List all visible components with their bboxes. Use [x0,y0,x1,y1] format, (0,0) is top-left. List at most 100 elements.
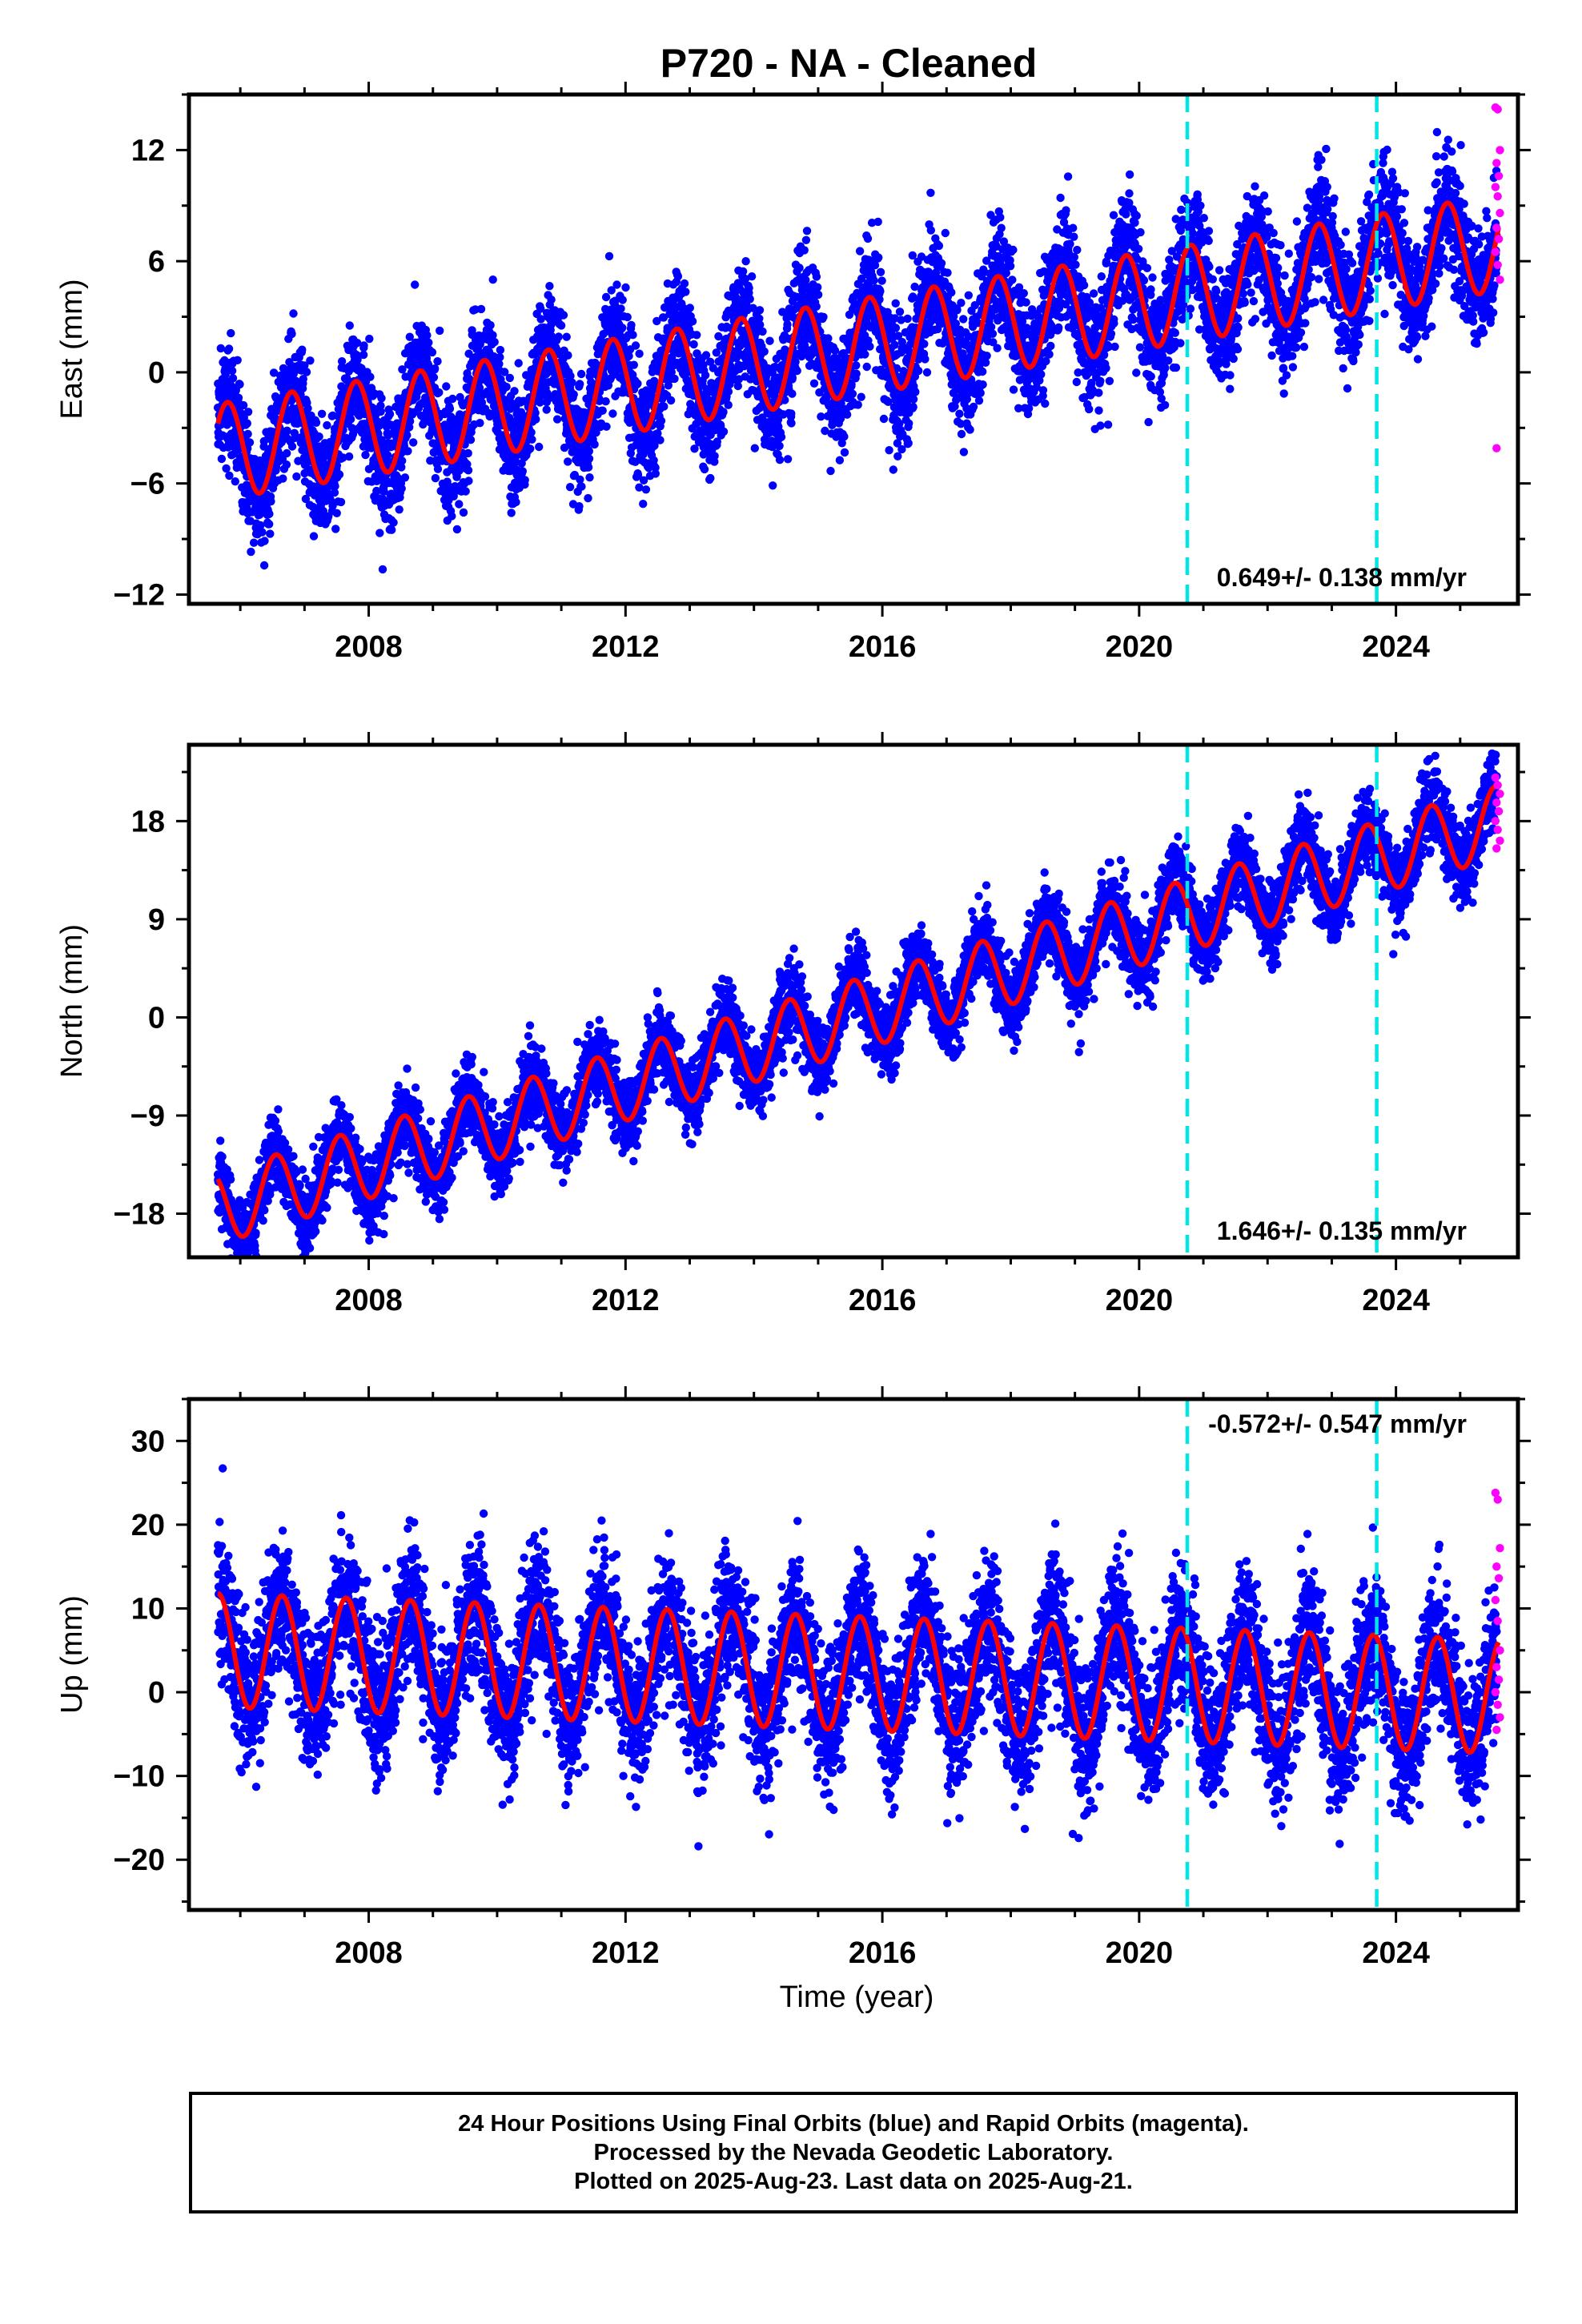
east-final-orbit-point [435,388,443,396]
east-final-orbit-point [279,474,287,482]
east-final-orbit-point [938,259,946,267]
east-final-orbit-point [460,509,468,517]
east-final-orbit-point [624,313,632,321]
east-final-orbit-point [719,408,727,416]
east-final-orbit-point [1046,342,1054,350]
east-final-orbit-point [775,442,783,450]
east-final-orbit-point [430,373,438,381]
east-final-orbit-point [681,279,689,287]
east-final-orbit-point [739,267,747,275]
east-final-orbit-point [250,539,258,547]
east-final-orbit-point [756,306,764,314]
east-final-orbit-point [576,380,584,388]
east-final-orbit-point [959,315,967,323]
east-final-orbit-point [957,299,965,307]
east-final-orbit-point [442,382,450,390]
east-final-orbit-point [656,436,664,444]
east-final-orbit-point [489,275,497,283]
east-final-orbit-point [496,353,504,361]
east-final-orbit-point [689,317,697,325]
east-final-orbit-point [628,331,636,339]
east-final-orbit-point [880,415,888,423]
east-final-orbit-point [889,465,897,473]
east-final-orbit-point [998,224,1006,232]
east-final-orbit-point [431,364,439,372]
east-final-orbit-point [557,321,565,329]
east-final-orbit-point [267,497,275,505]
east-final-orbit-point [464,466,472,474]
east-final-orbit-point [960,448,968,456]
east-final-orbit-point [235,394,243,402]
east-final-orbit-point [909,403,917,411]
east-final-orbit-point [453,525,461,533]
east-final-orbit-point [681,287,689,296]
east-final-orbit-point [585,447,593,455]
east-final-orbit-point [824,334,832,342]
east-final-orbit-point [288,442,296,450]
east-final-orbit-point [1037,370,1045,378]
east-final-orbit-point [576,476,584,484]
east-final-orbit-points [214,128,1501,573]
east-final-orbit-point [547,296,555,304]
east-final-orbit-point [909,395,917,403]
east-final-orbit-point [935,242,943,250]
east-final-orbit-point [826,467,834,475]
east-final-orbit-point [784,455,792,463]
east-final-orbit-point [1062,206,1070,214]
east-final-orbit-point [1041,400,1049,408]
east-final-orbit-point [225,344,233,352]
east-final-orbit-point [602,293,610,301]
east-final-orbit-point [896,308,904,316]
east-final-orbit-point [788,390,796,398]
east-final-orbit-point [411,280,419,288]
east-final-orbit-point [283,449,291,457]
east-final-orbit-point [512,498,520,506]
east-final-orbit-point [359,351,367,359]
east-final-orbit-point [639,500,647,508]
east-final-orbit-point [260,561,268,569]
east-final-orbit-point [333,509,341,517]
east-final-orbit-point [283,460,291,468]
east-final-orbit-point [323,421,331,429]
east-final-orbit-point [377,394,385,402]
east-final-orbit-point [921,355,929,363]
east-final-orbit-point [476,419,484,427]
east-final-orbit-point [462,487,470,495]
east-final-orbit-point [398,485,406,493]
east-final-orbit-point [1010,385,1018,393]
east-final-orbit-point [1064,172,1072,180]
east-final-orbit-point [584,494,592,502]
east-final-orbit-point [819,313,827,321]
east-final-orbit-point [975,396,983,404]
east-final-orbit-point [725,401,733,409]
east-final-orbit-point [686,304,694,312]
east-final-orbit-point [852,361,860,369]
east-final-orbit-point [776,456,784,464]
east-final-orbit-point [510,387,518,395]
east-final-orbit-point [632,341,640,349]
east-final-orbit-point [720,428,728,436]
east-final-orbit-point [235,380,243,388]
east-final-orbit-point [947,288,955,296]
east-final-orbit-point [761,348,769,356]
east-final-orbit-point [225,472,233,480]
east-final-orbit-point [424,339,432,347]
east-final-orbit-point [553,415,561,423]
east-final-orbit-point [777,433,785,441]
east-final-orbit-point [491,338,499,346]
east-final-orbit-point [701,465,709,473]
east-final-orbit-point [1008,275,1016,283]
east-final-orbit-point [745,284,753,292]
east-final-orbit-point [616,304,624,312]
east-final-orbit-point [840,432,848,440]
east-final-orbit-point [570,390,578,398]
east-final-orbit-point [978,380,986,388]
east-final-orbit-point [627,321,635,329]
east-final-orbit-point [590,440,598,448]
east-final-orbit-point [856,247,864,255]
east-final-orbit-point [508,509,516,517]
east-final-orbit-point [758,328,766,336]
east-final-orbit-point [801,246,809,254]
east-panel: 2008 2012 2016 2020 20241260−6−12East (mm)0.… [55,82,1531,664]
east-final-orbit-point [231,477,239,485]
